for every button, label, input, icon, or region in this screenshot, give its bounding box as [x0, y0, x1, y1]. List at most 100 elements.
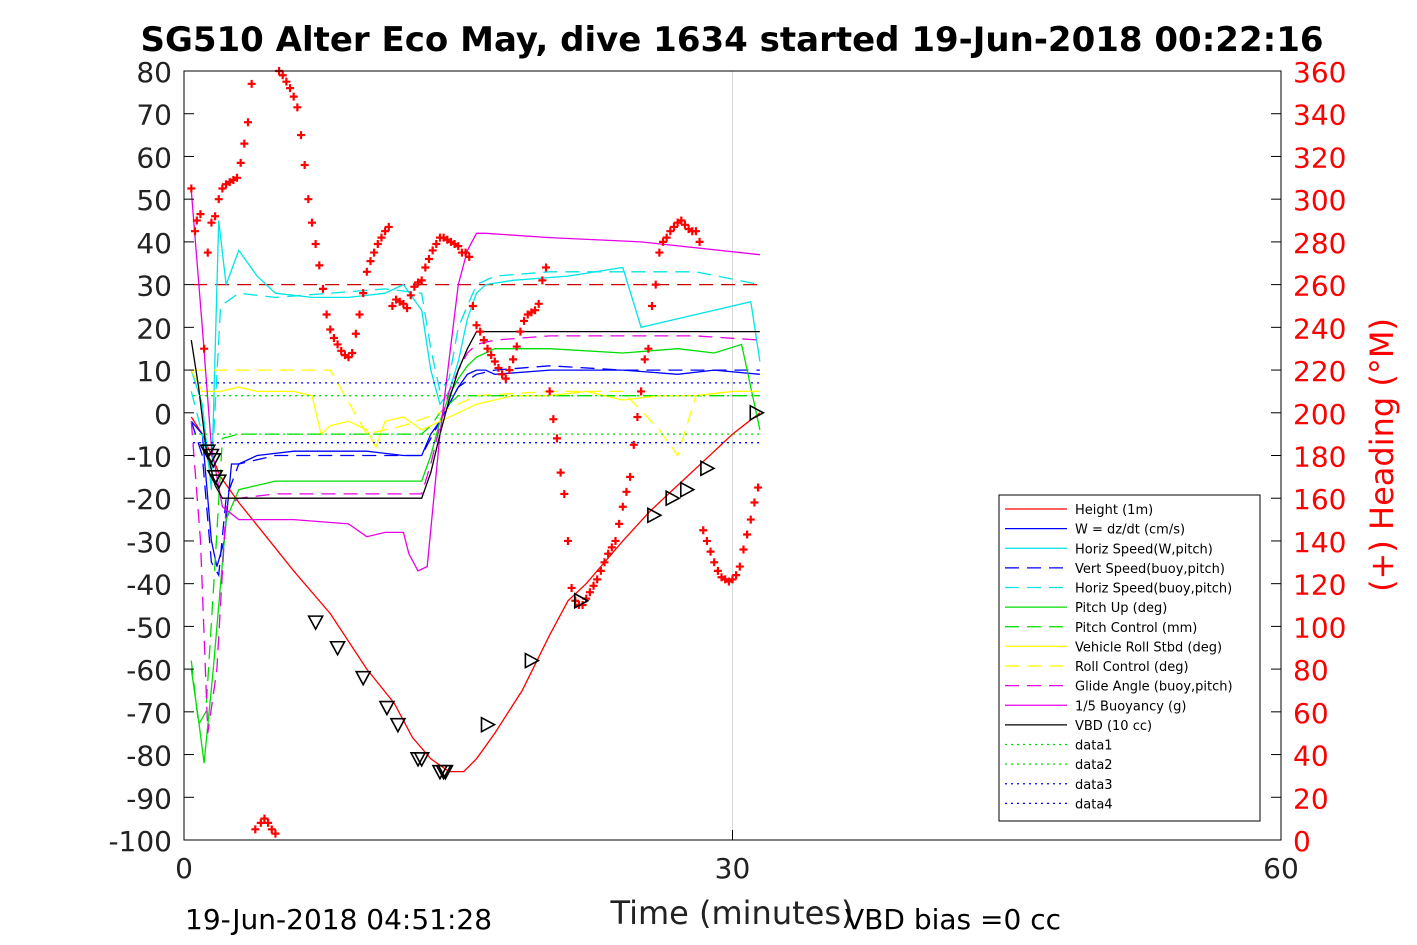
heading-point — [552, 434, 561, 443]
heading-point — [593, 575, 602, 584]
heading-point — [750, 498, 759, 507]
legend-entry: Vehicle Roll Stbd (deg) — [1075, 640, 1222, 655]
y-right-tick-label: 220 — [1293, 355, 1346, 388]
heading-point — [289, 92, 298, 101]
heading-point — [190, 227, 199, 236]
heading-point — [267, 825, 276, 834]
heading-point — [251, 825, 260, 834]
position-triangle — [378, 700, 396, 717]
heading-point — [424, 254, 433, 263]
heading-point — [428, 246, 437, 255]
legend-entry: Horiz Speed(W,pitch) — [1075, 542, 1213, 557]
legend-entry: data2 — [1075, 758, 1113, 773]
y-tick-label: 60 — [136, 141, 172, 174]
y-right-tick-label: 280 — [1293, 227, 1346, 260]
y-right-tick-label: 200 — [1293, 398, 1346, 431]
position-triangle — [749, 404, 765, 422]
heading-point — [260, 814, 269, 823]
y-tick-label: -80 — [126, 740, 172, 773]
heading-point — [531, 306, 540, 315]
legend-entry: Glide Angle (buoy,pitch) — [1075, 680, 1233, 695]
heading-point — [490, 357, 499, 366]
heading-point — [629, 440, 638, 449]
heading-point — [615, 519, 624, 528]
legend-entry: Pitch Control (mm) — [1075, 621, 1197, 636]
heading-point — [501, 374, 510, 383]
heading-point — [516, 327, 525, 336]
series-glide-angle-buoy-pitch — [190, 335, 760, 734]
position-triangle — [307, 615, 324, 631]
heading-point — [432, 240, 441, 249]
y-right-tick-label: 320 — [1293, 141, 1346, 174]
heading-point — [240, 139, 249, 148]
heading-point — [695, 237, 704, 246]
position-triangle — [413, 752, 431, 768]
position-triangle — [437, 764, 454, 781]
y-right-tick-label: 20 — [1293, 782, 1329, 815]
series-1-5-buoyancy-g — [190, 190, 760, 572]
series-roll-control-deg — [191, 369, 760, 457]
heading-point — [282, 77, 291, 86]
heading-point — [403, 304, 412, 313]
heading-point — [743, 530, 752, 539]
position-triangle — [573, 592, 590, 610]
heading-point — [637, 387, 646, 396]
legend-entry: data4 — [1075, 797, 1113, 812]
position-triangle — [665, 489, 681, 507]
heading-point — [483, 344, 492, 353]
heading-point — [706, 547, 715, 556]
heading-point — [359, 289, 368, 298]
heading-point — [362, 267, 371, 276]
heading-point — [315, 261, 324, 270]
heading-point — [549, 415, 558, 424]
y-right-tick-label: 240 — [1293, 312, 1346, 345]
legend-entry: Vert Speed(buoy,pitch) — [1075, 562, 1225, 577]
y-tick-label: -10 — [126, 441, 172, 474]
heading-point — [417, 276, 426, 285]
series-vehicle-roll-stbd-deg — [190, 369, 760, 449]
heading-point — [498, 370, 507, 379]
y-tick-label: -100 — [108, 825, 172, 858]
y-right-tick-label: 300 — [1293, 184, 1346, 217]
legend-box — [998, 494, 1261, 822]
heading-point — [377, 233, 386, 242]
heading-point — [560, 489, 569, 498]
y-right-tick-label: 160 — [1293, 483, 1346, 516]
legend-entry: data1 — [1075, 739, 1113, 754]
heading-point — [520, 316, 529, 325]
y-right-tick-label: 180 — [1293, 441, 1346, 474]
heading-point — [307, 218, 316, 227]
heading-point — [454, 242, 463, 251]
heading-point — [236, 158, 245, 167]
heading-point — [465, 252, 474, 261]
position-triangle — [206, 470, 224, 486]
y-tick-label: 70 — [136, 99, 172, 132]
heading-point — [626, 472, 635, 481]
position-triangle — [480, 716, 497, 733]
position-triangle — [329, 640, 346, 657]
heading-point — [739, 545, 748, 554]
heading-point — [746, 515, 755, 524]
heading-point — [421, 263, 430, 272]
heading-point — [203, 248, 212, 257]
heading-point — [618, 502, 627, 511]
heading-point — [538, 276, 547, 285]
heading-point — [677, 216, 686, 225]
x-axis-label: Time (minutes) — [610, 894, 854, 932]
heading-point — [585, 588, 594, 597]
heading-point — [243, 118, 252, 127]
y-tick-label: -30 — [126, 526, 172, 559]
heading-point — [567, 583, 576, 592]
y-right-tick-label: 0 — [1293, 825, 1311, 858]
heading-point — [563, 536, 572, 545]
vbd-bias-footer: VBD bias =0 cc — [845, 903, 1061, 936]
heading-point — [479, 336, 488, 345]
heading-point — [326, 325, 335, 334]
heading-point — [494, 363, 503, 372]
x-tick-label: 30 — [715, 852, 751, 885]
heading-point — [399, 299, 408, 308]
heading-point — [680, 220, 689, 229]
heading-point — [207, 218, 216, 227]
heading-point — [600, 558, 609, 567]
heading-point — [214, 195, 223, 204]
